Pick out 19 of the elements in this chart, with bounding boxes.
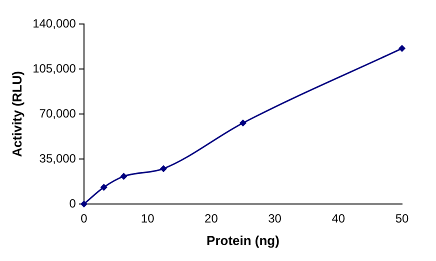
y-axis-title: Activity (RLU): [9, 71, 24, 157]
y-tick-label: 35,000: [39, 151, 76, 166]
x-axis-title: Protein (ng): [206, 232, 280, 248]
point: [240, 120, 246, 126]
y-tick-label: 70,000: [39, 106, 76, 120]
point: [100, 184, 108, 191]
point: [80, 200, 88, 208]
x-tick-label: 20: [204, 212, 218, 226]
y-tick-label: 105,000: [32, 61, 76, 76]
x-tick-label: 0: [80, 212, 88, 226]
y-tick-label: 140,000: [32, 16, 76, 30]
x-tick-label: 40: [332, 212, 346, 226]
y-tick-label: 0: [69, 196, 76, 210]
x-tick-label: 30: [268, 212, 282, 226]
x-tick-label: 10: [140, 212, 155, 226]
x-tick-label: 50: [395, 212, 409, 226]
point: [160, 165, 167, 172]
point: [120, 173, 127, 180]
point: [398, 45, 406, 52]
